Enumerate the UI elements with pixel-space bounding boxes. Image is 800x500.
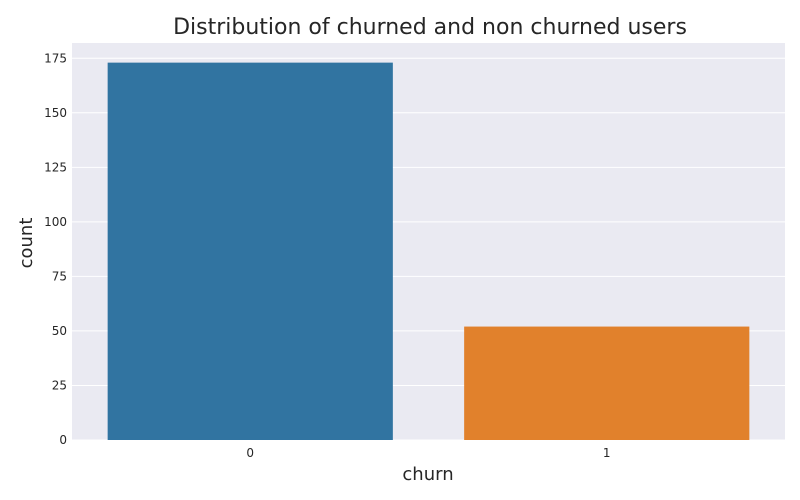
bar-0: [107, 62, 393, 440]
y-tick-label-25: 25: [52, 378, 67, 392]
y-tick-label-75: 75: [52, 269, 67, 283]
y-tick-label-0: 0: [59, 433, 67, 447]
y-tick-label-100: 100: [44, 215, 67, 229]
bars: [107, 62, 750, 440]
x-axis-label: churn: [402, 464, 453, 485]
x-tick-label-0: 0: [246, 446, 254, 460]
y-tick-label-125: 125: [44, 160, 67, 174]
y-tick-label-175: 175: [44, 51, 67, 65]
y-axis-label: count: [16, 218, 37, 269]
y-tick-label-50: 50: [52, 324, 67, 338]
chart-title: Distribution of churned and non churned …: [173, 15, 687, 40]
y-axis-ticks: 0 25 50 75 100 125 150 175: [44, 51, 67, 447]
x-tick-label-1: 1: [603, 446, 611, 460]
y-tick-label-150: 150: [44, 106, 67, 120]
bar-1: [464, 326, 750, 440]
